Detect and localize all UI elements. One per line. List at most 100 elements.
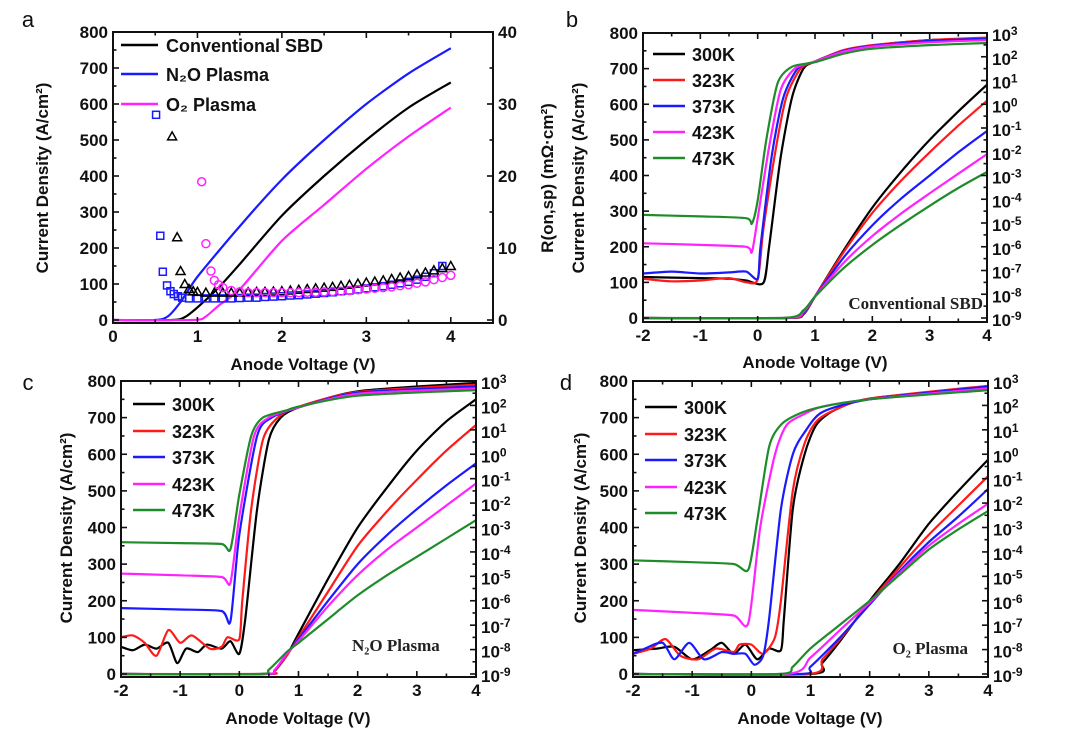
panel-c: -2 -1 0 1 2 3 4010020030040050060070080010-910… (23, 370, 511, 728)
x-tick-label: 1 (810, 326, 819, 345)
tick-exponent: -8 (1011, 285, 1022, 299)
y-tick-label: 400 (600, 519, 628, 538)
tick-exponent: -3 (500, 519, 511, 533)
data-point-triangle (436, 262, 449, 273)
panel-a: 0 1 2 3 40100200300400500600700800010203040A… (22, 7, 557, 374)
y-tick-label: 0 (107, 665, 116, 684)
y-right-tick-label: 10-5 (993, 567, 1023, 588)
tick-exponent: -4 (500, 543, 511, 557)
tick-exponent: -8 (1012, 641, 1023, 655)
data-point-triangle (394, 271, 406, 282)
data-point-circle (420, 277, 431, 287)
tick-base: 10 (993, 667, 1012, 686)
data-point-triangle (402, 270, 415, 281)
panel-annotation: N₂O Plasma (352, 636, 440, 655)
data-point-square (218, 294, 228, 303)
y-right-tick-label: 10-2 (992, 143, 1022, 164)
x-tick-label: 2 (868, 326, 877, 345)
tick-base: 10 (481, 569, 500, 588)
panel-annotation: Conventional SBD (848, 294, 983, 313)
y-right-tick-label: 40 (498, 23, 517, 42)
y-tick-label: 200 (610, 238, 638, 257)
y-right-tick-label: 103 (481, 372, 507, 393)
series-line-473k-left (121, 519, 476, 676)
legend-label: O₂ Plasma (166, 95, 257, 115)
x-axis-label: Anode Voltage (V) (230, 355, 375, 374)
data-point-triangle (178, 277, 191, 289)
x-tick-label: 0 (235, 681, 244, 700)
series-line-473k-right (643, 41, 987, 226)
series-group (633, 384, 988, 677)
tick-base: 10 (993, 447, 1012, 466)
tick-exponent: 3 (500, 372, 507, 386)
data-point-square (158, 267, 168, 277)
tick-base: 10 (992, 50, 1011, 69)
legend-label: 423K (684, 478, 727, 498)
tick-exponent: 1 (500, 421, 507, 435)
y-right-axis-label: R(on,sp) (mΩ·cm²) (538, 103, 557, 253)
tick-base: 10 (993, 521, 1012, 540)
y-tick-label: 700 (88, 409, 116, 428)
y-right-tick-label: 100 (993, 445, 1019, 466)
x-tick-label: -2 (113, 681, 128, 700)
y-right-tick-label: 10-4 (481, 543, 511, 564)
series-line-423k-right (121, 387, 476, 587)
series-line-conventional-sbd-left (113, 81, 452, 322)
data-point-triangle (250, 285, 263, 297)
tick-base: 10 (481, 374, 500, 393)
x-tick-label: -1 (693, 326, 708, 345)
tick-base: 10 (992, 311, 1011, 330)
y-right-tick-label: 10-6 (992, 238, 1022, 259)
panel-letter: a (22, 7, 35, 32)
y-right-tick-label: 10-1 (992, 119, 1022, 140)
tick-base: 10 (992, 74, 1011, 93)
data-point-triangle (343, 278, 356, 289)
panel-letter: b (566, 7, 578, 32)
tick-base: 10 (993, 618, 1012, 637)
y-right-tick-label: 102 (481, 396, 507, 417)
y-right-tick-label: 10-5 (992, 214, 1022, 235)
y-tick-label: 100 (610, 273, 638, 292)
y-right-tick-label: 10-3 (993, 519, 1023, 540)
data-point-square (151, 110, 161, 120)
tick-exponent: -2 (1012, 494, 1023, 508)
y-right-tick-label: 10-7 (481, 616, 511, 637)
tick-base: 10 (992, 192, 1011, 211)
tick-base: 10 (481, 447, 500, 466)
data-point-circle (201, 238, 211, 249)
tick-base: 10 (481, 643, 500, 662)
data-point-triangle (216, 286, 229, 297)
panel-annotation: O₂ Plasma (893, 639, 969, 658)
data-point-square (277, 291, 287, 301)
data-point-triangle (267, 285, 280, 296)
y-right-tick-label: 10-2 (481, 494, 511, 515)
x-tick-label: 4 (983, 681, 993, 700)
y-tick-label: 0 (99, 311, 108, 330)
y-axis-label: Current Density (A/cm²) (33, 83, 52, 274)
x-tick-label: 4 (471, 681, 481, 700)
y-tick-label: 200 (88, 592, 116, 611)
y-right-tick-label: 10-9 (481, 665, 511, 686)
legend: Conventional SBD N₂O Plasma O₂ Plasma (121, 36, 323, 115)
tick-base: 10 (992, 287, 1011, 306)
x-tick-label: 4 (446, 327, 456, 346)
data-point-circle (446, 270, 456, 281)
tick-base: 10 (481, 545, 500, 564)
x-axis-label: Anode Voltage (V) (742, 353, 887, 372)
x-tick-label: 3 (362, 327, 371, 346)
y-right-tick-label: 10-3 (992, 167, 1022, 188)
tick-exponent: 3 (1012, 372, 1019, 386)
tick-exponent: 2 (1011, 48, 1018, 62)
y-right-tick-label: 10-9 (993, 665, 1023, 686)
tick-exponent: -4 (1011, 190, 1022, 204)
y-right-tick-label: 10-6 (481, 592, 511, 613)
tick-base: 10 (481, 594, 500, 613)
tick-exponent: -6 (1011, 238, 1022, 252)
tick-exponent: -9 (500, 665, 511, 679)
y-right-tick-label: 100 (481, 445, 507, 466)
series-line-323k-right (633, 384, 988, 661)
x-tick-label: 3 (925, 326, 934, 345)
y-right-tick-label: 10-1 (481, 470, 511, 491)
y-tick-label: 500 (80, 131, 108, 150)
